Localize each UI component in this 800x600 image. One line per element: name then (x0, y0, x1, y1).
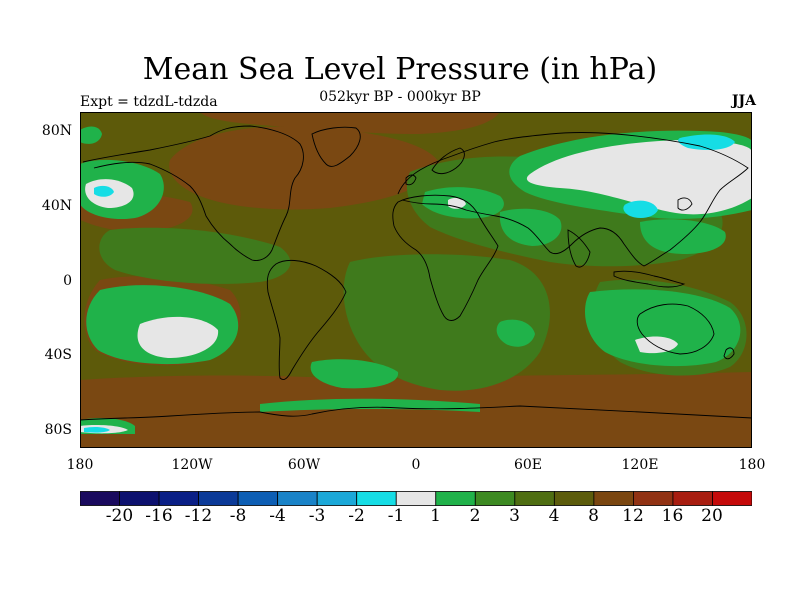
lat-label-80n: 80N (41, 123, 72, 139)
antarctica-outline (80, 405, 752, 421)
antarctic-cyan (84, 426, 110, 433)
lat-label-80s: 80S (44, 422, 72, 438)
japan-outline (677, 197, 693, 211)
lon-label-120w: 120W (171, 457, 213, 473)
colorbar-boxes (80, 491, 752, 506)
tropical-pacific-darkgreen (99, 227, 291, 284)
south-indian-white (635, 336, 678, 354)
colorbar-box (474, 491, 516, 506)
lon-label-180w: 180 (66, 457, 94, 473)
colorbar-label: 16 (661, 506, 684, 526)
lat-label-40n: 40N (41, 198, 72, 214)
south-america-outline (266, 259, 347, 381)
colorbar-box (158, 491, 199, 506)
lon-label-60e: 60E (513, 457, 543, 473)
north-atlantic-brown (169, 126, 440, 210)
east-asia-cyan (623, 200, 658, 218)
eurasia-outline (397, 132, 749, 267)
lat-label-40s: 40S (44, 347, 72, 363)
south-pacific-white (137, 316, 219, 358)
colorbar-label: -8 (229, 506, 247, 526)
southern-ocean-brown (80, 372, 752, 448)
colorbar-label: -20 (105, 506, 134, 526)
indian-subcontinent-outline (567, 229, 591, 268)
colorbar-box (435, 491, 476, 506)
colorbar-box (237, 491, 279, 506)
colorbar-box (395, 491, 437, 506)
colorbar-label: 4 (548, 506, 560, 526)
colorbar-box (316, 491, 358, 506)
scandinavia-outline (431, 147, 465, 175)
colorbar-label: 8 (588, 506, 599, 526)
northwest-pacific-cyan (94, 185, 114, 197)
new-zealand-outline (723, 347, 735, 360)
colorbar-label: -16 (145, 506, 173, 526)
lon-label-0: 0 (411, 457, 421, 473)
africa-outline (392, 194, 499, 321)
colorbar-label: 20 (701, 506, 723, 526)
siberia-white (526, 140, 752, 215)
colorbar-label: -3 (308, 506, 326, 526)
colorbar-box (277, 491, 318, 506)
south-atlantic-darkgreen (343, 254, 550, 391)
british-isles-outline (405, 174, 417, 186)
colorbar-label: -2 (348, 506, 365, 526)
colorbar-label: -1 (387, 506, 405, 526)
colorbar-box (553, 491, 595, 506)
colorbar-label: 12 (622, 506, 644, 526)
colorbar-label: -4 (269, 506, 286, 526)
colorbar-label: 1 (430, 506, 441, 526)
lon-label-120e: 120E (621, 457, 659, 473)
colorbar-box (198, 491, 239, 506)
madagascar-green (496, 319, 535, 347)
colorbar-box (712, 491, 752, 506)
greenland-outline (311, 126, 361, 167)
south-atlantic-green (310, 359, 399, 389)
colorbar-box (633, 491, 674, 506)
map-subtitle: 052kyr BP - 000kyr BP (319, 89, 481, 105)
arabia-green (499, 208, 562, 246)
arctic-brown (200, 112, 500, 134)
pressure-map (80, 112, 752, 448)
colorbar (80, 491, 752, 506)
colorbar-box (593, 491, 634, 506)
lon-label-60w: 60W (287, 457, 321, 473)
north-america-outline (82, 125, 304, 261)
lon-label-180e: 180 (738, 457, 766, 473)
indonesia-outline (613, 270, 686, 288)
south-indian-green (585, 289, 741, 367)
map-frame (80, 112, 752, 448)
colorbar-box (672, 491, 713, 506)
lat-label-0: 0 (63, 273, 72, 289)
coastlines (80, 125, 752, 421)
arctic-green (80, 126, 102, 144)
colorbar-label: 2 (469, 506, 481, 526)
colorbar-box (356, 491, 397, 506)
colorbar-box (119, 491, 160, 506)
australia-outline (636, 303, 715, 355)
colorbar-box (80, 491, 120, 506)
season-label: JJA (731, 93, 756, 109)
map-title: Mean Sea Level Pressure (in hPa) (142, 52, 658, 87)
west-pacific-green (640, 219, 726, 254)
colorbar-label: 3 (509, 506, 520, 526)
siberia-cyan (678, 134, 735, 150)
colorbar-box (514, 491, 555, 506)
experiment-label: Expt = tdzdL-tdzda (80, 94, 218, 110)
colorbar-label: -12 (184, 506, 213, 526)
